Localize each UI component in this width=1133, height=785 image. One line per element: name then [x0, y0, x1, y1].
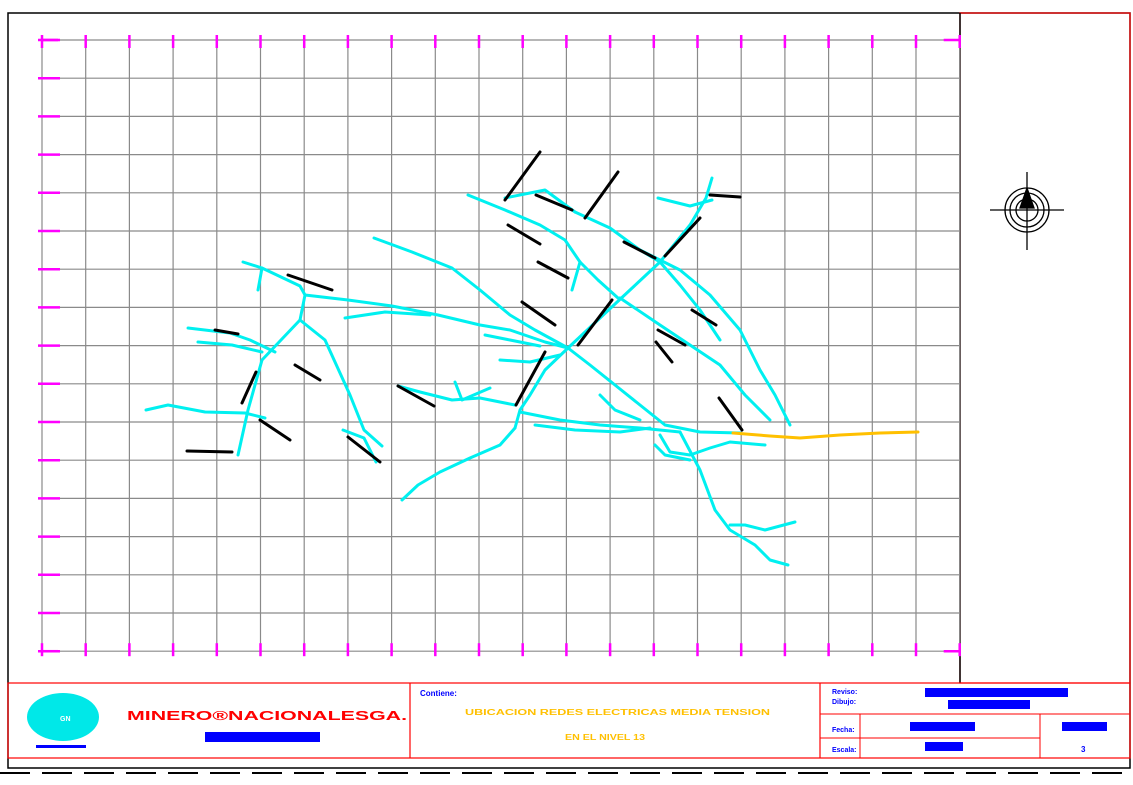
- tunnel-branch: [678, 430, 790, 567]
- tunnel-label: [258, 418, 292, 442]
- sheet-number: 3: [1081, 745, 1086, 754]
- drew-label: Dibujo:: [832, 699, 856, 706]
- grid-ticks: [38, 35, 961, 657]
- tunnel-branch: [298, 318, 384, 448]
- company-subtitle-bar: [205, 732, 320, 742]
- tunnel-branch: [396, 384, 517, 407]
- tunnel-branch: [728, 520, 797, 532]
- scale-value-bar: [925, 742, 963, 751]
- tunnel-label: [293, 363, 322, 382]
- tunnel-label: [663, 216, 702, 258]
- tunnel-label: [622, 240, 657, 260]
- tunnel-branch: [566, 346, 742, 435]
- tunnel-branch: [566, 176, 714, 350]
- tunnel-branch: [144, 403, 267, 420]
- reviewer-name-bar: [925, 688, 1068, 697]
- tunnel-branch: [483, 333, 542, 348]
- tunnel-branch: [513, 346, 570, 430]
- tunnel-branch: [466, 193, 620, 300]
- sheet-label-bar: [1062, 722, 1107, 731]
- tunnel-branch: [653, 443, 692, 462]
- tunnel-branch: [241, 260, 307, 297]
- medium-tension-cable: [731, 430, 920, 440]
- tunnel-branch: [618, 296, 772, 422]
- tunnel-branch: [186, 326, 277, 354]
- tunnel-branch: [343, 310, 432, 320]
- tunnel-label: [583, 170, 620, 220]
- tunnel-label: [654, 340, 674, 364]
- tunnel-branch: [453, 380, 492, 402]
- tunnel-label: [185, 449, 234, 454]
- tunnel-branch: [533, 423, 652, 434]
- drawing-title-line-2: EN EL NIVEL 13: [565, 733, 646, 742]
- contains-label: Contiene:: [420, 689, 457, 698]
- tunnel-label: [213, 328, 240, 336]
- tunnel-label: [520, 300, 557, 327]
- tunnel-label: [286, 273, 334, 292]
- review-label: Reviso:: [832, 689, 857, 696]
- tunnel-label: [576, 298, 614, 347]
- title-block: GN MINERO®NACIONALESGA. Contiene: UBICAC…: [7, 682, 1131, 759]
- tunnel-branch: [658, 433, 767, 457]
- tunnel-branch: [518, 410, 682, 434]
- tunnel-label: [717, 396, 744, 432]
- drafter-name-bar: [948, 700, 1030, 709]
- tunnel-label: [396, 384, 436, 408]
- tunnel-branch: [503, 188, 577, 214]
- tunnel-branch: [372, 236, 570, 350]
- tunnel-label: [656, 328, 687, 347]
- tunnel-branch: [256, 266, 264, 292]
- svg-text:GN: GN: [60, 716, 71, 723]
- date-label: Fecha:: [832, 727, 855, 734]
- tunnel-label: [708, 193, 742, 199]
- drawing-frame: [7, 12, 1131, 769]
- company-name: MINERO®NACIONALESGA.: [127, 708, 407, 723]
- right-panel-border: [959, 12, 1131, 684]
- tunnel-label: [514, 350, 547, 407]
- tunnel-label: [240, 370, 258, 405]
- company-logo: GN: [27, 693, 99, 748]
- tunnel-label: [690, 308, 718, 327]
- tunnel-branch: [598, 393, 642, 422]
- tunnel-branch: [498, 353, 562, 364]
- mine-tunnels: [144, 176, 797, 567]
- tunnel-branch: [638, 248, 792, 427]
- north-arrow-icon: [990, 172, 1064, 250]
- drawing-title-line-1: UBICACION REDES ELECTRICAS MEDIA TENSION: [465, 708, 770, 717]
- tunnel-label: [503, 150, 542, 202]
- tunnel-label: [346, 435, 382, 464]
- tunnel-branch: [570, 260, 582, 292]
- tunnel-labels: [185, 150, 744, 464]
- tunnel-label: [536, 260, 570, 280]
- date-value-bar: [910, 722, 975, 731]
- tunnel-label: [506, 223, 542, 246]
- tunnel-label: [534, 193, 574, 212]
- coordinate-grid: [41, 39, 961, 652]
- scale-label: Escala:: [832, 747, 857, 754]
- tunnel-branch: [303, 293, 570, 350]
- tunnel-branch: [196, 340, 264, 354]
- tunnel-branch: [236, 293, 307, 457]
- tunnel-branch: [400, 426, 517, 502]
